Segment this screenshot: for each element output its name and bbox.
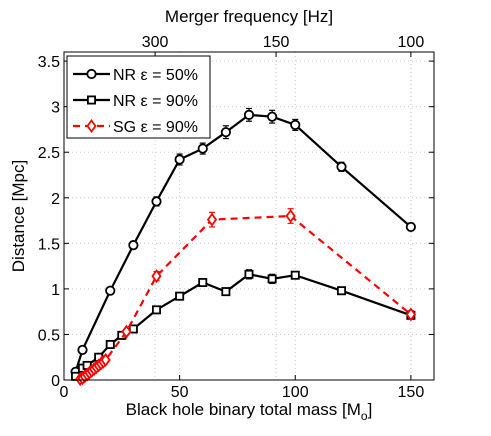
data-point-diamond xyxy=(285,208,296,224)
x-axis-label-main: Black hole binary total mass [M xyxy=(126,400,361,419)
legend-label: NR ε = 90% xyxy=(113,93,198,110)
data-point-square xyxy=(175,291,185,301)
data-point-diamond xyxy=(151,269,162,284)
data-point-circle xyxy=(220,127,231,138)
axis-ticks: 0 50 100 150 0 0.5 1 1.5 2 2.5 3 3.5 300 150 100 xyxy=(38,34,434,401)
data-point-circle xyxy=(86,68,97,80)
legend: NR ε = 50% NR ε = 90% SG ε = 90% xyxy=(66,55,211,139)
data-point-square xyxy=(267,274,277,284)
series-line xyxy=(79,214,412,381)
grid-lines xyxy=(64,52,434,380)
legend-label: NR ε = 50% xyxy=(113,67,198,84)
data-point-circle xyxy=(267,111,278,122)
data-point-square xyxy=(290,270,300,280)
y-tick-label: 0.5 xyxy=(38,327,60,344)
data-point-square xyxy=(128,324,138,334)
y-tick-label: 3 xyxy=(51,100,60,117)
y-tick-label: 2 xyxy=(51,191,60,208)
y-tick-label: 1.5 xyxy=(38,236,60,253)
data-point-circle xyxy=(197,143,208,154)
series-line xyxy=(74,273,412,378)
data-point-square xyxy=(221,287,231,297)
top-tick-label: 300 xyxy=(142,34,169,51)
series-circle xyxy=(70,107,416,377)
top-axis-label: Merger frequency [Hz] xyxy=(165,7,333,26)
plot-area-frame xyxy=(63,51,435,381)
x-axis-label-close: ] xyxy=(368,400,373,419)
series-square xyxy=(71,269,416,381)
y-tick-label: 1 xyxy=(51,282,60,299)
data-point-diamond xyxy=(405,307,416,322)
data-point-diamond xyxy=(206,212,218,227)
series-layer xyxy=(70,107,416,387)
top-tick-label: 100 xyxy=(398,34,425,51)
top-tick-label: 150 xyxy=(263,34,290,51)
x-axis-label: Black hole binary total mass [Mo] xyxy=(126,400,373,423)
data-point-diamond xyxy=(100,352,111,367)
data-point-square xyxy=(244,269,254,279)
data-point-circle xyxy=(336,161,347,172)
legend-label: SG ε = 90% xyxy=(113,119,198,136)
data-point-square xyxy=(198,278,208,288)
x-tick-label: 150 xyxy=(398,384,425,401)
x-tick-label: 100 xyxy=(282,384,309,401)
data-point-square xyxy=(151,305,161,315)
legend-items: NR ε = 50% NR ε = 90% SG ε = 90% xyxy=(73,67,198,136)
data-point-diamond xyxy=(121,324,132,339)
data-point-square xyxy=(105,339,115,349)
data-point-circle xyxy=(405,221,416,233)
data-point-square xyxy=(87,95,97,105)
y-axis-label: Distance [Mpc] xyxy=(9,160,28,272)
data-point-circle xyxy=(105,285,116,296)
data-point-circle xyxy=(77,344,88,356)
x-tick-label: 0 xyxy=(60,384,69,401)
y-tick-label: 2.5 xyxy=(38,145,60,162)
data-point-diamond xyxy=(86,118,97,134)
data-point-circle xyxy=(290,119,301,130)
data-point-circle xyxy=(243,109,255,120)
x-axis-label-subscript: o xyxy=(361,409,368,423)
data-point-square xyxy=(336,286,346,296)
y-tick-label: 3.5 xyxy=(38,54,60,71)
y-tick-label: 0 xyxy=(51,373,60,390)
series-diamond xyxy=(75,208,416,387)
data-point-circle xyxy=(128,240,139,251)
data-point-circle xyxy=(174,154,185,165)
data-point-circle xyxy=(151,196,162,207)
x-tick-label: 50 xyxy=(171,384,189,401)
